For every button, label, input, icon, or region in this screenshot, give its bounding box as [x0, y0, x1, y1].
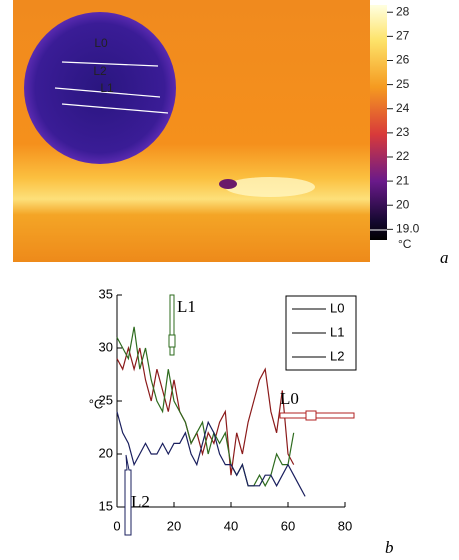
- colorbar-tick-label: 26: [396, 53, 410, 67]
- colorbar: [370, 5, 387, 240]
- annotation: L1: [177, 297, 196, 316]
- colorbar-tick-label: 25: [396, 77, 410, 91]
- panel-label: b: [385, 538, 394, 557]
- profile-label: L2: [93, 64, 107, 78]
- annotation: L2: [131, 492, 150, 511]
- x-tick-label: 0: [113, 518, 120, 533]
- y-tick-label: 30: [99, 339, 113, 354]
- hot-spot: [225, 177, 315, 197]
- y-tick-label: 20: [99, 445, 113, 460]
- x-tick-label: 60: [281, 518, 295, 533]
- colorbar-tick-label: 27: [396, 29, 410, 43]
- y-tick-label: 15: [99, 498, 113, 513]
- series-line: [116, 345, 295, 476]
- colorbar-unit: °C: [398, 237, 412, 251]
- y-tick-label: 35: [99, 286, 113, 301]
- legend-label: L2: [330, 348, 344, 363]
- series-line: [116, 326, 295, 488]
- y-tick-label: 25: [99, 392, 113, 407]
- l0-marker-box: [305, 410, 317, 421]
- l0-marker: [279, 412, 355, 419]
- x-tick-label: 80: [338, 518, 352, 533]
- annotation: L0: [280, 389, 299, 408]
- colorbar-tick-label: 21: [396, 173, 410, 187]
- colorbar-tick-label: 19.0: [396, 222, 420, 236]
- l1-marker-box: [168, 334, 176, 348]
- colorbar-tick-label: 28: [396, 4, 410, 18]
- colorbar-tick-label: 22: [396, 149, 410, 163]
- colorbar-tick-label: 24: [396, 101, 410, 115]
- cold-spot: [219, 179, 237, 189]
- profile-line: [61, 61, 159, 67]
- legend-label: L1: [330, 324, 344, 339]
- sphere: [24, 12, 176, 164]
- l2-marker: [124, 454, 132, 536]
- colorbar-tick-label: 23: [396, 125, 410, 139]
- l1-marker: [169, 294, 175, 356]
- x-tick-label: 40: [224, 518, 238, 533]
- y-axis-label: °C: [89, 396, 104, 411]
- panel-label: a: [440, 248, 449, 267]
- profile-label: L1: [100, 81, 114, 95]
- colorbar-tick-label: 20: [396, 197, 410, 211]
- series-line: [116, 411, 306, 497]
- profile-line: [61, 103, 169, 114]
- legend-label: L0: [330, 300, 344, 315]
- profile-line: [54, 87, 161, 98]
- x-tick-label: 20: [167, 518, 181, 533]
- profile-label: L0: [94, 36, 108, 50]
